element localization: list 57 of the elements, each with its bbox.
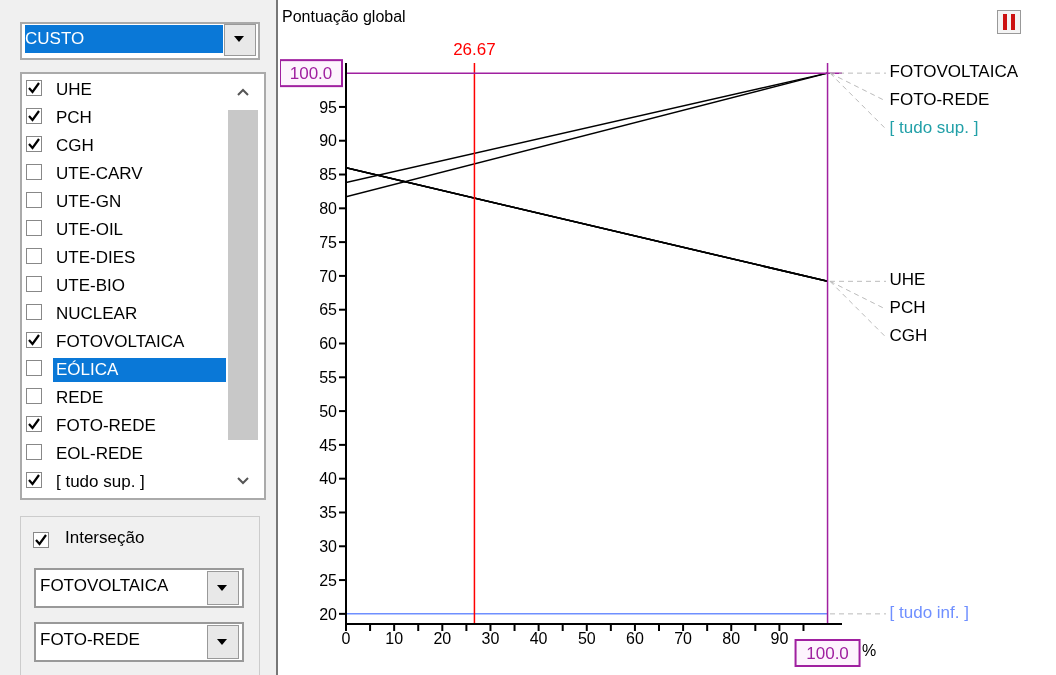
y-tick-label: 35 — [319, 504, 338, 522]
y-tick-label: 30 — [319, 537, 338, 555]
text: [ tudo sup. ] — [55, 471, 145, 493]
x-tick-label: 80 — [722, 630, 741, 648]
ref-line-label: 100.0 — [806, 644, 849, 663]
text: UHE — [889, 270, 926, 291]
ref-line-label: 100.0 — [289, 64, 333, 84]
text: FOTOVOLTAICA — [55, 331, 185, 353]
text: UTE-GN — [55, 191, 122, 213]
y-tick-label: 70 — [319, 267, 338, 285]
x-tick-label: 30 — [481, 630, 500, 648]
x-tick-label: 20 — [433, 630, 452, 648]
y-tick-label: 20 — [319, 605, 338, 623]
x-tick-label: 0 — [341, 630, 351, 648]
text: UTE-OIL — [55, 219, 124, 241]
y-tick-label: 50 — [319, 402, 338, 420]
text: REDE — [55, 387, 104, 409]
y-tick-label: 55 — [319, 368, 338, 386]
text: CUSTO — [25, 25, 223, 53]
x-axis-title: % — [862, 642, 877, 660]
text: FOTOVOLTAICA — [40, 576, 169, 596]
text: PCH — [55, 107, 92, 129]
text: EÓLICA — [53, 358, 226, 382]
text: NUCLEAR — [55, 303, 138, 325]
y-tick-label: 85 — [319, 166, 338, 184]
text: FOTO-REDE — [889, 90, 990, 111]
x-tick-label: 90 — [770, 630, 789, 648]
text: FOTO-REDE — [40, 630, 140, 650]
y-tick-label: 65 — [319, 301, 338, 319]
y-tick-label: 80 — [319, 200, 338, 217]
y-tick-label: 75 — [319, 233, 338, 251]
x-tick-label: 10 — [385, 630, 404, 648]
y-tick-label: 40 — [319, 470, 338, 488]
ref-line-label: 26.67 — [453, 40, 496, 59]
text: FOTOVOLTAICA — [889, 62, 1019, 83]
text: Interseção — [65, 528, 145, 548]
y-tick-label: 95 — [319, 98, 338, 116]
x-tick-label: 50 — [577, 630, 596, 648]
x-tick-label: 40 — [529, 630, 548, 648]
y-axis-title: Pontuação global — [282, 8, 406, 26]
text: [ tudo inf. ] — [889, 602, 969, 623]
text: EOL-REDE — [55, 443, 143, 465]
text: CGH — [889, 326, 928, 347]
y-tick-label: 90 — [319, 132, 338, 150]
legend-label: [ tudo sup. ] — [889, 118, 979, 139]
x-tick-label: 70 — [674, 630, 693, 648]
y-tick-label: 25 — [319, 571, 338, 589]
x-tick-label: 60 — [626, 630, 644, 648]
y-tick-label: 60 — [319, 335, 338, 353]
text: FOTO-REDE — [55, 415, 156, 437]
text: UHE — [55, 79, 92, 101]
text: UTE-BIO — [55, 275, 125, 297]
text: CGH — [55, 135, 94, 157]
text: UTE-DIES — [55, 247, 136, 269]
text: PCH — [889, 298, 926, 319]
y-tick-label: 45 — [319, 436, 338, 454]
text: UTE-CARV — [55, 163, 143, 185]
